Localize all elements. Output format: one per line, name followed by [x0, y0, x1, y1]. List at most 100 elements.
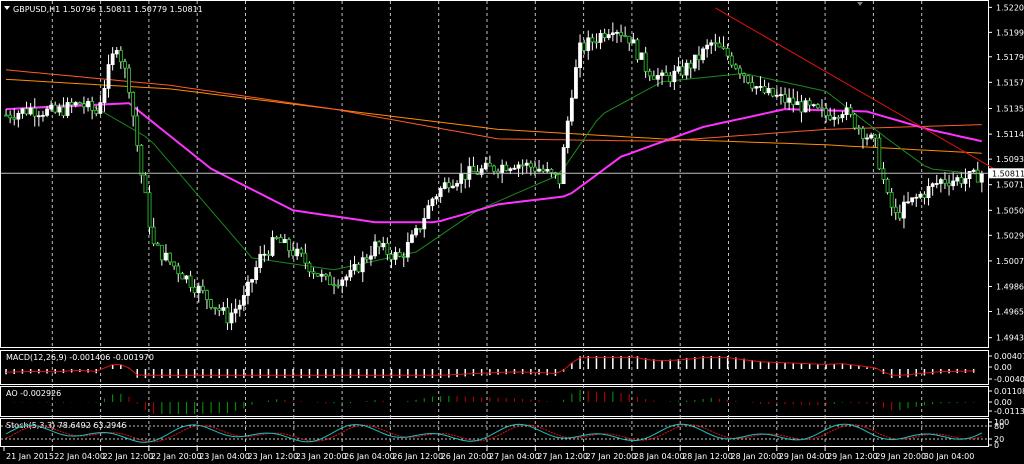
- price-tick-label: 1.52205: [996, 3, 1024, 12]
- candle-body: [979, 173, 984, 183]
- candle-body: [721, 46, 726, 49]
- candle-body: [832, 116, 837, 120]
- candle-body: [815, 104, 820, 109]
- candle-body: [893, 206, 898, 213]
- candle-body: [53, 104, 58, 113]
- time-tick-label: 29 Jan 12:00: [827, 452, 878, 461]
- candle-body: [914, 196, 919, 199]
- candle-body: [414, 228, 418, 236]
- candle-body: [713, 42, 718, 45]
- candle-body: [533, 166, 537, 172]
- candle-body: [656, 75, 660, 80]
- candle-body: [549, 169, 554, 173]
- candle-body: [426, 205, 431, 219]
- ma-pink-line: [5, 102, 983, 224]
- candle-body: [569, 97, 574, 122]
- ma-green-line: [5, 72, 982, 271]
- candle-body: [729, 55, 734, 66]
- candle-body: [479, 168, 484, 175]
- candle-body: [754, 86, 759, 89]
- candle-body: [975, 169, 980, 183]
- price-tick-label: 1.49860: [996, 282, 1024, 291]
- ma-orange-line: [5, 78, 982, 154]
- candle-body: [791, 97, 796, 106]
- dropdown-triangle-icon[interactable]: [4, 6, 10, 10]
- macd-signal-line: [5, 357, 974, 376]
- indicator-tick-label: 20: [994, 435, 1004, 444]
- candle-body: [811, 104, 816, 107]
- indicator-tick-label: 0.00: [994, 363, 1012, 372]
- candle-body: [639, 52, 644, 60]
- indicator-tick-label: 0.011088: [994, 387, 1024, 396]
- candle-body: [8, 114, 13, 119]
- candle-body: [45, 108, 49, 116]
- candle-body: [348, 269, 353, 278]
- candle-body: [332, 284, 336, 287]
- candle-body: [451, 185, 455, 189]
- candle-body: [303, 252, 308, 264]
- candle-body: [844, 107, 849, 115]
- candle-body: [393, 252, 398, 260]
- candle-body: [250, 279, 254, 283]
- candle-body: [623, 35, 628, 37]
- candle-body: [906, 201, 910, 204]
- candle-body: [118, 50, 123, 63]
- macd-panel-frame: [0, 350, 989, 385]
- candle-body: [606, 34, 611, 38]
- candle-body: [856, 127, 861, 130]
- price-tick-label: 1.50075: [996, 257, 1024, 266]
- indicator-tick-label: 0.00: [994, 398, 1012, 407]
- candle-body: [114, 50, 119, 55]
- candle-body: [520, 164, 525, 167]
- candle-body: [926, 186, 931, 198]
- candle-body: [364, 257, 369, 260]
- candle-body: [508, 168, 513, 171]
- candle-body: [389, 253, 394, 260]
- candle-body: [758, 86, 763, 88]
- time-tick-label: 26 Jan 04:00: [344, 452, 395, 461]
- candle-body: [774, 94, 779, 97]
- candle-body: [323, 273, 328, 277]
- candle-body: [619, 31, 623, 36]
- time-tick-label: 22 Jan 04:00: [54, 452, 105, 461]
- candle-body: [282, 239, 287, 244]
- main-chart-frame: [0, 0, 989, 348]
- time-tick-label: 23 Jan 04:00: [199, 452, 250, 461]
- price-tick-label: 1.51995: [996, 28, 1024, 37]
- stochastic-lines: [1, 423, 988, 443]
- candle-body: [750, 82, 755, 89]
- candle-body: [840, 114, 845, 119]
- price-tick-label: 1.50500: [996, 206, 1024, 215]
- candle-body: [192, 286, 197, 294]
- candle-body: [155, 243, 160, 246]
- price-tick-label: 1.49650: [996, 307, 1024, 316]
- ao-histogram: [13, 390, 975, 414]
- stoch-panel-frame: [0, 418, 989, 447]
- candle-body: [828, 115, 833, 120]
- candle-body: [237, 304, 242, 310]
- candle-body: [151, 226, 156, 245]
- candle-body: [110, 53, 115, 65]
- candle-body: [385, 242, 390, 255]
- candle-body: [766, 87, 771, 94]
- candle-body: [496, 170, 500, 174]
- candle-body: [319, 273, 324, 277]
- candle-body: [631, 39, 636, 44]
- candle-body: [143, 174, 148, 194]
- time-tick-label: 28 Jan 12:00: [682, 452, 733, 461]
- candle-body: [578, 42, 582, 68]
- price-tick-label: 1.51355: [996, 105, 1024, 114]
- price-tick-label: 1.51140: [996, 130, 1024, 139]
- candle-body: [733, 64, 738, 69]
- chart-shift-marker[interactable]: [857, 2, 863, 6]
- candle-body: [98, 102, 103, 114]
- candle-body: [943, 179, 947, 184]
- candle-body: [410, 234, 414, 243]
- candle-body: [225, 307, 230, 324]
- candle-body: [397, 252, 402, 257]
- candle-body: [668, 75, 673, 83]
- candle-body: [971, 169, 976, 172]
- time-tick-label: 29 Jan 20:00: [875, 452, 926, 461]
- candle-body: [836, 116, 841, 119]
- ma-orange-red-line: [5, 69, 982, 142]
